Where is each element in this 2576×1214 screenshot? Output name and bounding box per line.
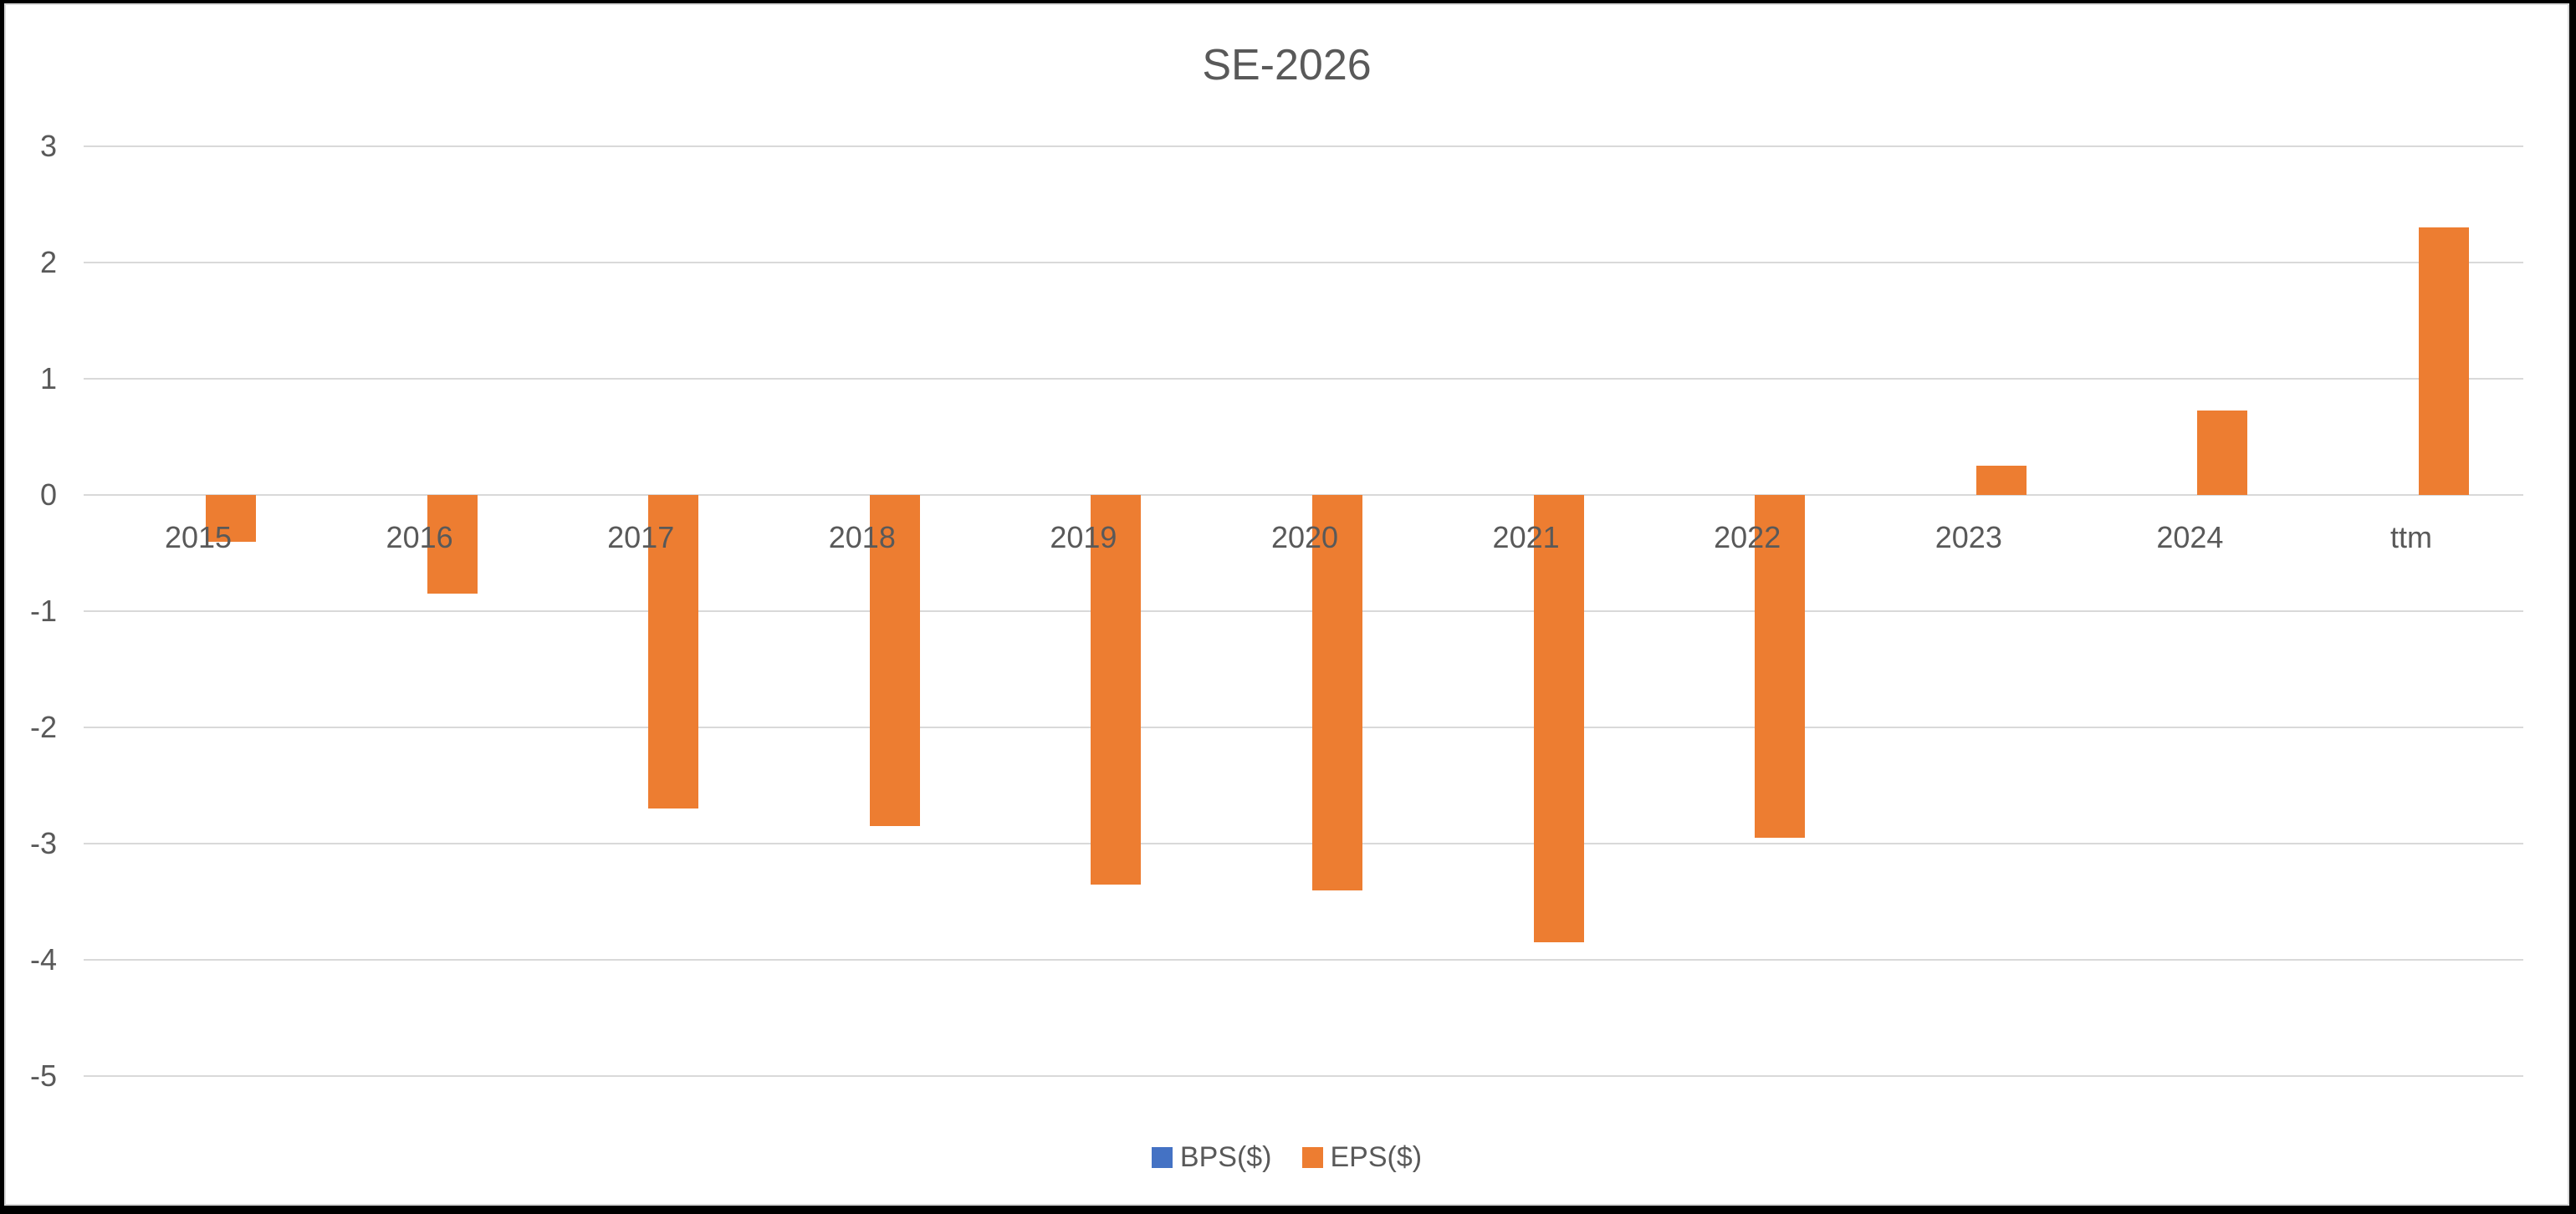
x-category-label-2015: 2015	[164, 520, 233, 554]
chart-title: SE-2026	[1202, 41, 1372, 89]
x-category-label-2022: 2022	[1714, 520, 1781, 554]
chart-canvas: SE-2026 3 2 1 0 -1 -2 -3 -4 -5 2015 2016 2017 2018 20…	[4, 3, 2569, 1206]
gridline-y-3	[84, 145, 2523, 147]
y-tick-label-2: 2	[39, 245, 57, 279]
gridline-y--4	[84, 959, 2523, 961]
bar-eps-2015	[206, 495, 256, 542]
gridline-y--2	[84, 727, 2523, 728]
gridline-y--3	[84, 843, 2523, 844]
x-category-label-2018: 2018	[828, 520, 896, 554]
bar-eps-2017	[648, 495, 699, 809]
y-tick-label--3: -3	[29, 826, 57, 860]
x-category-label-2024: 2024	[2156, 520, 2224, 554]
y-tick-label-3: 3	[39, 129, 57, 163]
legend-item-bps: BPS($)	[1151, 1141, 1272, 1173]
legend-label-eps: EPS($)	[1330, 1141, 1423, 1173]
y-tick-label--2: -2	[29, 710, 57, 744]
y-tick-label--4: -4	[29, 942, 57, 977]
y-tick-label--5: -5	[29, 1058, 57, 1093]
bar-eps-2018	[869, 495, 920, 827]
bar-eps-ttm	[2419, 227, 2469, 495]
x-category-label-2021: 2021	[1492, 520, 1560, 554]
x-category-label-2016: 2016	[386, 520, 453, 554]
x-category-label-2019: 2019	[1050, 520, 1117, 554]
legend-swatch-bps-icon	[1151, 1146, 1173, 1168]
legend-item-eps: EPS($)	[1301, 1141, 1423, 1173]
bar-eps-2022	[1755, 495, 1806, 839]
gridline-y--1	[84, 610, 2523, 612]
y-tick-label-1: 1	[39, 361, 57, 395]
bar-eps-2023	[1975, 466, 2027, 495]
bar-eps-2016	[427, 495, 478, 594]
x-category-label-ttm: ttm	[2390, 520, 2432, 554]
gridline-y-0	[84, 494, 2523, 496]
bar-eps-2024	[2197, 410, 2248, 495]
bar-eps-2020	[1312, 495, 1362, 890]
gridline-y-1	[84, 378, 2523, 380]
gridline-y--5	[84, 1075, 2523, 1077]
x-category-label-2023: 2023	[1935, 520, 2002, 554]
bar-eps-2019	[1091, 495, 1142, 885]
legend-label-bps: BPS($)	[1179, 1141, 1272, 1173]
y-tick-label--1: -1	[29, 594, 57, 628]
x-category-label-2017: 2017	[607, 520, 675, 554]
gridline-y-2	[84, 262, 2523, 263]
bar-eps-2021	[1533, 495, 1584, 943]
x-category-label-2020: 2020	[1270, 520, 1339, 554]
legend: BPS($) EPS($)	[6, 1139, 2568, 1176]
y-tick-label-0: 0	[39, 477, 57, 512]
legend-swatch-eps-icon	[1301, 1146, 1323, 1168]
